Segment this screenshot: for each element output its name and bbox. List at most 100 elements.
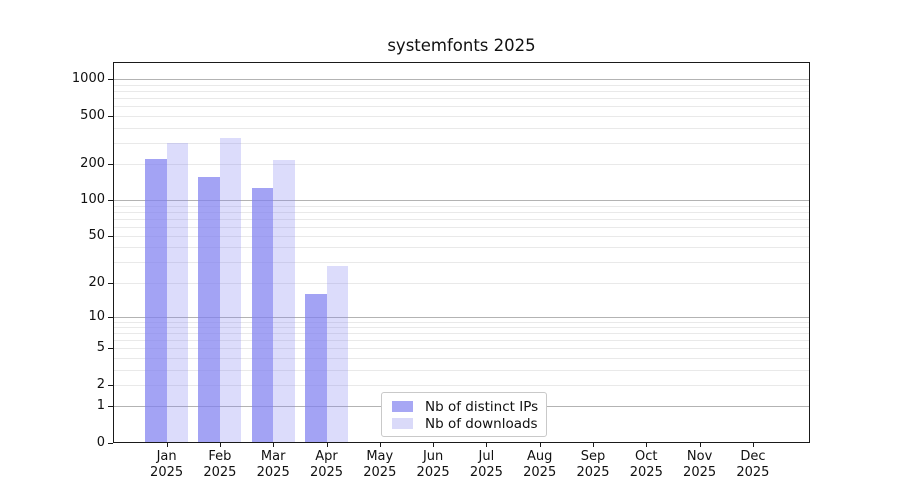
gridline-minor-2: [113, 384, 810, 386]
x-tick-mark-nov: [699, 443, 701, 447]
x-tick-label-month-dec: Dec: [740, 449, 766, 464]
x-tick-label-month-jun: Jun: [422, 449, 444, 464]
y-tick-label-50: 50: [88, 227, 105, 243]
gridline-minor-800: [113, 91, 810, 93]
bar-mar-distinct-ips: [251, 188, 274, 442]
bar-feb-distinct-ips: [198, 177, 220, 442]
gridline-minor-20: [113, 282, 810, 284]
x-tick-label-month-jan: Jan: [156, 449, 177, 464]
gridline-minor-4: [113, 357, 810, 359]
y-tick-label-0: 0: [96, 434, 105, 450]
x-tick-label-month-apr: Apr: [315, 449, 338, 464]
gridline-minor-30: [113, 262, 810, 263]
x-tick-label-year-oct: 2025: [629, 465, 663, 480]
x-tick-mark-feb: [219, 443, 221, 447]
y-tick-label-20: 20: [88, 274, 105, 290]
x-tick-label-year-may: 2025: [363, 465, 397, 480]
y-tick-mark-5: [108, 348, 113, 350]
x-tick-label-jul: Jul 2025: [458, 449, 514, 481]
y-tick-mark-50: [108, 235, 113, 237]
x-tick-label-jan: Jan 2025: [139, 449, 195, 481]
x-tick-mark-apr: [326, 443, 328, 447]
x-tick-label-jun: Jun 2025: [405, 449, 461, 481]
legend-label-distinct-ips: Nb of distinct IPs: [425, 398, 539, 415]
bar-jan-distinct-ips: [145, 159, 167, 442]
y-tick-mark-200: [108, 163, 113, 165]
x-tick-label-year-jul: 2025: [469, 465, 503, 480]
x-tick-label-year-sep: 2025: [576, 465, 610, 480]
x-tick-label-month-feb: Feb: [208, 449, 232, 464]
gridline-minor-3: [113, 369, 810, 371]
legend-item-distinct-ips: Nb of distinct IPs: [382, 398, 546, 415]
x-tick-label-feb: Feb 2025: [192, 449, 248, 481]
y-tick-mark-20: [108, 282, 113, 284]
gridline-minor-70: [113, 218, 810, 220]
x-tick-label-month-mar: Mar: [260, 449, 286, 464]
gridline-minor-900: [113, 85, 810, 86]
x-tick-label-month-sep: Sep: [580, 449, 606, 464]
x-tick-mark-jan: [166, 443, 168, 447]
y-tick-mark-2: [108, 384, 113, 386]
y-tick-label-500: 500: [80, 107, 105, 123]
x-tick-label-month-nov: Nov: [686, 449, 713, 464]
x-tick-label-month-may: May: [366, 449, 394, 464]
y-tick-mark-1: [108, 406, 113, 408]
bar-apr-downloads: [326, 265, 348, 442]
x-tick-mark-aug: [539, 443, 541, 447]
x-tick-label-month-oct: Oct: [635, 449, 658, 464]
x-tick-label-aug: Aug 2025: [512, 449, 568, 481]
gridline-minor-6: [113, 340, 810, 342]
x-tick-mark-sep: [593, 443, 594, 447]
y-tick-mark-10: [108, 316, 113, 318]
bar-feb-downloads: [219, 138, 242, 442]
gridline-minor-500: [113, 115, 810, 117]
y-tick-label-100: 100: [80, 192, 105, 207]
gridline-minor-7: [113, 333, 810, 335]
y-tick-label-2: 2: [96, 376, 105, 392]
x-tick-mark-oct: [646, 443, 648, 447]
chart-title: systemfonts 2025: [387, 36, 536, 55]
y-tick-label-5: 5: [96, 340, 105, 356]
gridline-minor-300: [113, 142, 810, 144]
y-tick-label-200: 200: [80, 155, 105, 171]
gridline-minor-8: [113, 327, 810, 328]
y-tick-mark-1000: [108, 79, 113, 81]
x-tick-label-month-jul: Jul: [478, 449, 495, 464]
x-tick-label-year-apr: 2025: [309, 465, 344, 480]
x-tick-label-year-jun: 2025: [416, 465, 450, 480]
x-tick-label-nov: Nov 2025: [672, 449, 728, 481]
legend-swatch-distinct-ips: [392, 401, 413, 412]
gridline-minor-400: [113, 127, 810, 129]
y-tick-mark-500: [108, 115, 113, 117]
x-tick-mark-dec: [752, 443, 754, 447]
y-tick-mark-100: [108, 200, 113, 201]
gridline-minor-9: [113, 321, 810, 323]
x-tick-mark-jun: [433, 443, 435, 447]
gridline-minor-80: [113, 211, 810, 213]
x-tick-label-year-nov: 2025: [683, 465, 717, 480]
x-tick-label-month-aug: Aug: [526, 449, 553, 464]
gridline-major-1000: [113, 79, 810, 81]
gridline-minor-40: [113, 247, 810, 249]
legend-label-downloads: Nb of downloads: [425, 415, 538, 432]
x-tick-label-year-dec: 2025: [736, 465, 770, 480]
x-tick-label-may: May 2025: [352, 449, 408, 481]
x-tick-label-mar: Mar 2025: [245, 449, 301, 481]
y-tick-label-1000: 1000: [71, 71, 105, 87]
legend-swatch-downloads: [392, 418, 413, 429]
bar-mar-downloads: [273, 159, 295, 442]
y-tick-label-1: 1: [96, 398, 105, 414]
x-tick-mark-jul: [486, 443, 488, 447]
legend-item-downloads: Nb of downloads: [382, 415, 546, 432]
x-tick-label-year-feb: 2025: [203, 465, 237, 480]
x-tick-label-apr: Apr 2025: [299, 449, 355, 481]
y-tick-label-10: 10: [88, 308, 105, 324]
gridline-minor-5: [113, 348, 810, 350]
y-tick-mark-0: [108, 442, 113, 444]
gridline-minor-60: [113, 226, 810, 228]
gridline-minor-50: [113, 235, 810, 237]
x-tick-label-year-jan: 2025: [150, 465, 184, 480]
x-tick-label-dec: Dec 2025: [725, 449, 781, 481]
x-tick-mark-may: [379, 443, 381, 447]
gridline-major-100: [113, 200, 810, 201]
